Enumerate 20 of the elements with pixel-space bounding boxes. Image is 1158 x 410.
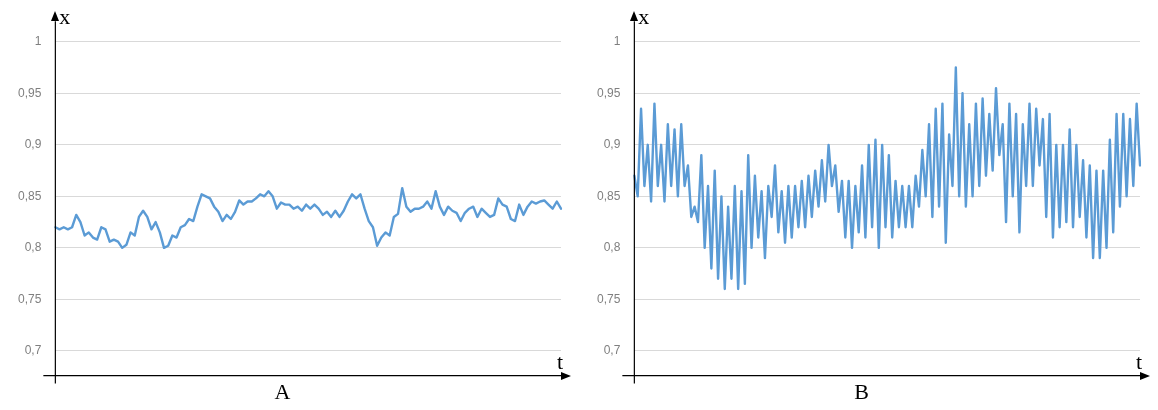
y-tick-label: 0,7 (24, 343, 42, 358)
y-axis-title: x (638, 3, 650, 29)
y-tick-label: 0,9 (603, 137, 621, 152)
y-tick-label: 1 (34, 34, 42, 49)
y-tick-label: 0,7 (603, 343, 621, 358)
y-tick-label: 0,8 (603, 240, 621, 255)
y-tick-label: 0,85 (597, 188, 621, 203)
x-axis-title: t (556, 349, 563, 375)
text: B (854, 378, 869, 404)
y-tick-label: 0,75 (18, 291, 42, 306)
y-tick-label: 0,95 (597, 85, 621, 100)
x-axis-title: t (1135, 349, 1142, 375)
y-tick-label: 0,75 (597, 291, 621, 306)
y-tick-label: 0,95 (18, 85, 42, 100)
y-tick-label: 0,85 (18, 188, 42, 203)
y-axis-title: x (59, 3, 71, 29)
text: A (274, 378, 291, 404)
y-tick-label: 1 (613, 34, 621, 49)
y-tick-label: 0,9 (24, 137, 42, 152)
y-tick-label: 0,8 (24, 240, 42, 255)
